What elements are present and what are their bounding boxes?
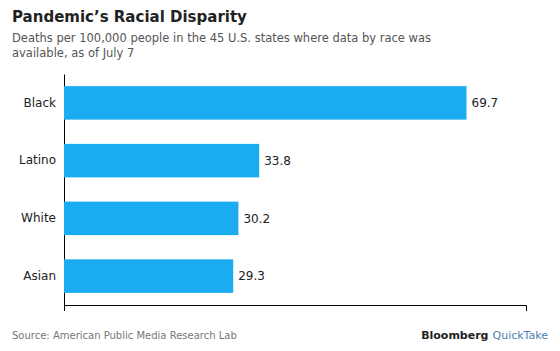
y-tick: White — [21, 211, 64, 225]
y-tick-label: White — [21, 211, 56, 225]
brand: Bloomberg — [421, 329, 488, 342]
bars — [64, 86, 467, 293]
data-label: 29.3 — [238, 269, 265, 283]
plot-area: Black Latino White Asian 69.7 33.8 30.2 29.3 — [19, 75, 527, 312]
y-tick: Asian — [23, 269, 64, 283]
bar — [64, 144, 259, 177]
y-tick-label: Black — [24, 96, 57, 110]
subtitle-line: Deaths per 100,000 people in the 45 U.S.… — [12, 31, 431, 45]
source-note: Source: American Public Media Research L… — [12, 330, 237, 341]
bar — [64, 259, 233, 292]
brand-suffix: QuickTake — [493, 329, 549, 342]
y-axis: Black Latino White Asian — [19, 75, 65, 306]
annotations: Source: American Public Media Research L… — [12, 329, 548, 342]
bar — [64, 86, 467, 119]
y-tick: Latino — [19, 153, 64, 167]
subtitle: Deaths per 100,000 people in the 45 U.S.… — [12, 31, 431, 60]
data-label: 33.8 — [264, 154, 291, 168]
title: Pandemic’s Racial Disparity — [12, 8, 247, 26]
x-axis — [65, 306, 527, 312]
y-tick-label: Latino — [19, 153, 56, 167]
y-tick: Black — [24, 96, 64, 110]
data-label: 30.2 — [243, 212, 270, 226]
y-tick-label: Asian — [23, 269, 56, 283]
x-axis-line — [65, 306, 527, 312]
data-labels: 69.7 33.8 30.2 29.3 — [238, 96, 498, 283]
bar — [64, 202, 238, 235]
data-label: 69.7 — [472, 96, 499, 110]
subtitle-line: available, as of July 7 — [12, 46, 134, 60]
chart: Pandemic’s Racial Disparity Deaths per 10… — [0, 0, 560, 351]
